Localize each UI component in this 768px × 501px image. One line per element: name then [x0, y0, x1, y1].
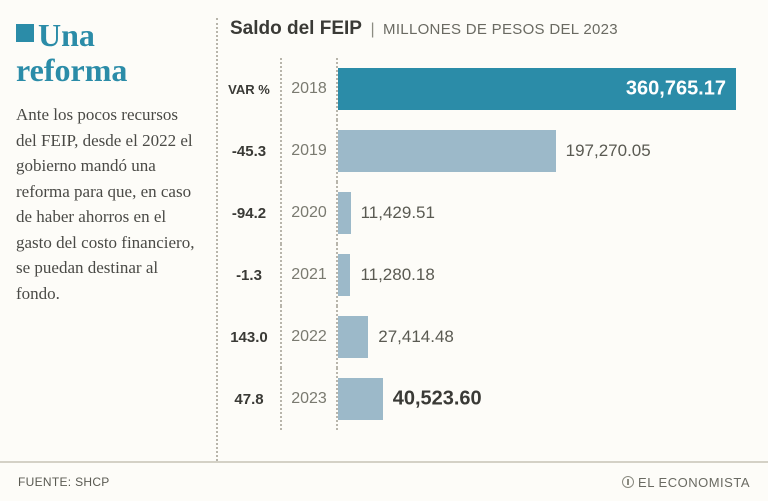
sidebar-description: Ante los pocos recursos del FEIP, desde … — [16, 102, 200, 306]
chart-row: -94.2202011,429.51 — [218, 182, 752, 244]
bar: 40,523.60 — [338, 378, 383, 420]
brand-label: EL ECONOMISTA — [622, 475, 750, 490]
left-column: Una reforma Ante los pocos recursos del … — [16, 18, 216, 461]
bar-value-label: 360,765.17 — [626, 78, 726, 101]
title-block: Una reforma — [16, 18, 200, 88]
chart-column: Saldo del FEIP | MILLONES DE PESOS DEL 2… — [216, 18, 752, 461]
bar-value-label: 27,414.48 — [378, 327, 454, 347]
chart-body: VAR %2018360,765.17-45.32019197,270.05-9… — [218, 58, 752, 430]
year-label: 2022 — [280, 306, 338, 368]
brand-text: EL ECONOMISTA — [638, 475, 750, 490]
title-marker-icon — [16, 24, 34, 42]
chart-subtitle: MILLONES DE PESOS DEL 2023 — [383, 21, 618, 38]
chart-row: -45.32019197,270.05 — [218, 120, 752, 182]
chart-container: Una reforma Ante los pocos recursos del … — [0, 0, 768, 461]
brand-icon — [622, 476, 634, 488]
var-value: 143.0 — [218, 329, 280, 346]
chart-row: VAR %2018 360,765.17 — [218, 58, 752, 120]
chart-title: Saldo del FEIP — [230, 18, 362, 39]
bar-value-label: 40,523.60 — [393, 388, 482, 411]
var-value: -45.3 — [218, 143, 280, 160]
year-label: 2020 — [280, 182, 338, 244]
bar-cell: 27,414.48 — [338, 306, 752, 368]
bar: 11,429.51 — [338, 192, 351, 234]
footer: FUENTE: SHCP EL ECONOMISTA — [0, 461, 768, 501]
chart-header: Saldo del FEIP | MILLONES DE PESOS DEL 2… — [218, 18, 752, 40]
bar: 27,414.48 — [338, 316, 368, 358]
bar: 11,280.18 — [338, 254, 350, 296]
bar-cell: 360,765.17 — [338, 58, 752, 120]
chart-row: 47.8202340,523.60 — [218, 368, 752, 430]
bar: 197,270.05 — [338, 130, 556, 172]
bar: 360,765.17 — [338, 68, 736, 110]
year-label: 2023 — [280, 368, 338, 430]
bar-value-label: 11,280.18 — [360, 265, 434, 285]
bar-cell: 11,280.18 — [338, 244, 752, 306]
bar-value-label: 11,429.51 — [361, 203, 435, 223]
divider-icon: | — [370, 21, 374, 38]
bar-value-label: 197,270.05 — [566, 141, 651, 161]
bar-cell: 40,523.60 — [338, 368, 752, 430]
bar-cell: 11,429.51 — [338, 182, 752, 244]
chart-row: -1.3202111,280.18 — [218, 244, 752, 306]
bar-cell: 197,270.05 — [338, 120, 752, 182]
var-value: 47.8 — [218, 391, 280, 408]
var-header-label: VAR % — [218, 82, 280, 97]
year-label: 2018 — [280, 58, 338, 120]
year-label: 2019 — [280, 120, 338, 182]
chart-row: 143.0202227,414.48 — [218, 306, 752, 368]
source-label: FUENTE: SHCP — [18, 475, 110, 489]
var-value: -94.2 — [218, 205, 280, 222]
year-label: 2021 — [280, 244, 338, 306]
var-value: -1.3 — [218, 267, 280, 284]
